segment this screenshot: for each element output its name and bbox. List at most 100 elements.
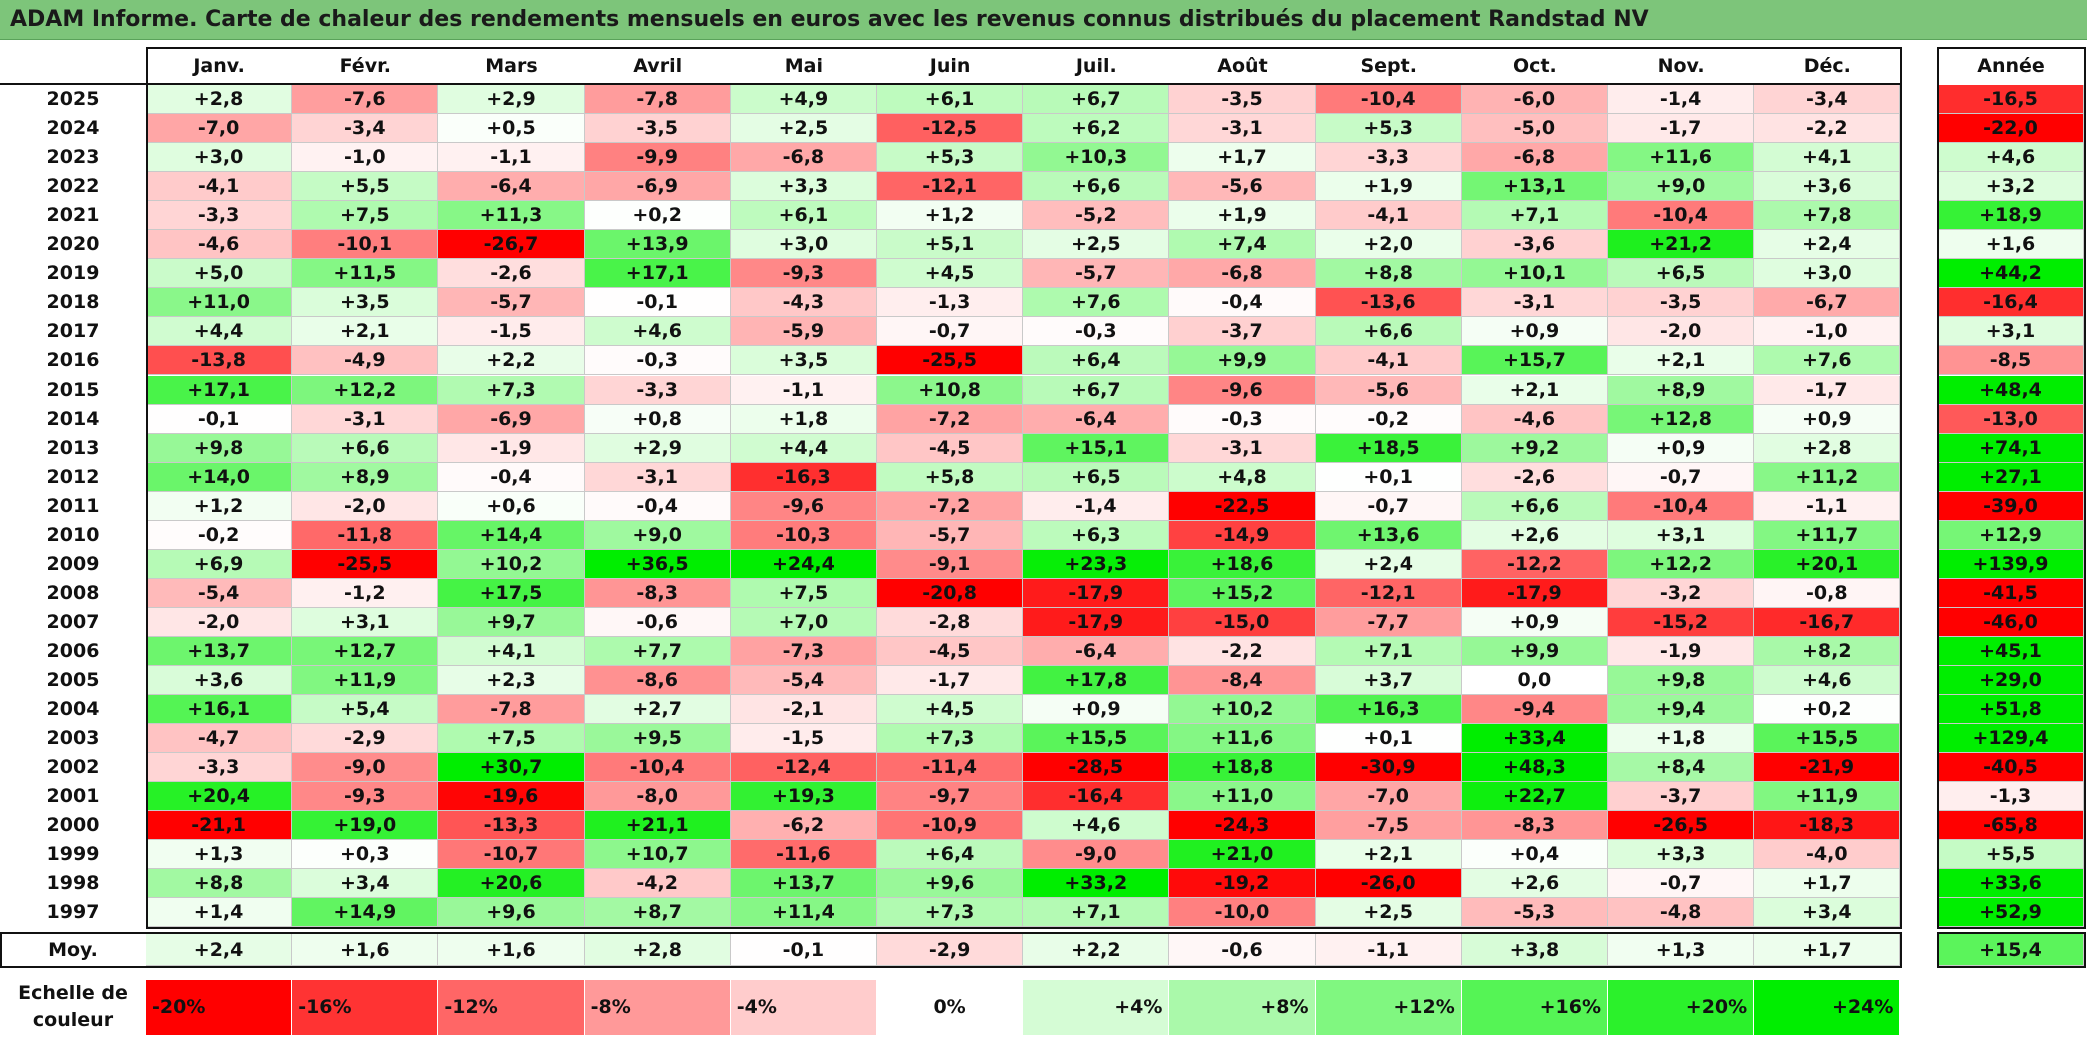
heatmap-cell: +0,5	[438, 114, 585, 144]
heatmap-cell: -3,1	[584, 462, 731, 492]
heatmap-cell: -1,1	[438, 143, 585, 173]
heatmap-cell: +3,4	[1754, 898, 1901, 928]
heatmap-cell: +1,8	[1608, 724, 1755, 754]
heatmap-cell: +3,0	[1754, 259, 1901, 289]
month-header: Juil.	[1023, 48, 1170, 84]
heatmap-cell: -7,8	[584, 85, 731, 115]
heatmap-cell: +7,0	[730, 607, 877, 637]
heatmap-cell: -9,1	[877, 549, 1024, 579]
legend-swatch: +4%	[1023, 980, 1170, 1035]
heatmap-cell: -0,1	[146, 404, 293, 434]
year-label: 2010	[0, 520, 146, 550]
heatmap-cell: -13,3	[438, 811, 585, 841]
heatmap-cell: -5,2	[1023, 201, 1170, 231]
heatmap-cell: +2,5	[730, 114, 877, 144]
heatmap-cell: +13,7	[146, 636, 293, 666]
heatmap-cell: -0,4	[438, 462, 585, 492]
heatmap-cell: -10,3	[730, 520, 877, 550]
heatmap-cell: +8,8	[1315, 259, 1462, 289]
heatmap-cell: -15,2	[1608, 607, 1755, 637]
heatmap-cell: +15,7	[1461, 346, 1608, 376]
heatmap-cell: -26,7	[438, 230, 585, 260]
heatmap-cell: -8,4	[1169, 666, 1316, 696]
heatmap-cell: -6,7	[1754, 288, 1901, 318]
heatmap-cell: -1,2	[292, 578, 439, 608]
heatmap-cell: -30,9	[1315, 753, 1462, 783]
average-cell: -1,1	[1315, 934, 1462, 966]
heatmap-cell: +16,3	[1315, 695, 1462, 725]
heatmap-cell: -4,5	[877, 636, 1024, 666]
heatmap-cell: -13,6	[1315, 288, 1462, 318]
heatmap-cell: +0,2	[584, 201, 731, 231]
heatmap-cell: +9,6	[877, 869, 1024, 899]
heatmap-cell: +2,6	[1461, 520, 1608, 550]
legend-swatch: -8%	[584, 980, 731, 1035]
heatmap-cell: -1,9	[1608, 636, 1755, 666]
heatmap-cell: -0,3	[1023, 317, 1170, 347]
heatmap-cell: +11,9	[292, 666, 439, 696]
heatmap-cell: +11,2	[1754, 462, 1901, 492]
heatmap-cell: -6,4	[438, 172, 585, 202]
heatmap-cell: -1,4	[1023, 491, 1170, 521]
heatmap-cell: +6,6	[292, 433, 439, 463]
heatmap-cell: +2,5	[1023, 230, 1170, 260]
year-label: 2017	[0, 317, 146, 347]
heatmap-cell: +13,9	[584, 230, 731, 260]
heatmap-cell: -3,3	[146, 753, 293, 783]
year-total-cell: -39,0	[1938, 491, 2084, 521]
heatmap-cell: -2,1	[730, 695, 877, 725]
heatmap-cell: +1,3	[146, 840, 293, 870]
heatmap-cell: -5,9	[730, 317, 877, 347]
heatmap-cell: +6,5	[1608, 259, 1755, 289]
heatmap-cell: +17,8	[1023, 666, 1170, 696]
heatmap-cell: -11,4	[877, 753, 1024, 783]
year-label: 2025	[0, 85, 146, 115]
heatmap-cell: +30,7	[438, 753, 585, 783]
year-total-cell: -22,0	[1938, 114, 2084, 144]
year-total-cell: -1,3	[1938, 782, 2084, 812]
average-total-cell: +15,4	[1938, 934, 2084, 966]
average-cell: -0,1	[730, 934, 877, 966]
legend-swatch: +12%	[1315, 980, 1462, 1035]
average-cell: -0,6	[1169, 934, 1316, 966]
heatmap-cell: -5,3	[1461, 898, 1608, 928]
heatmap-cell: -8,6	[584, 666, 731, 696]
heatmap-cell: -5,6	[1315, 375, 1462, 405]
year-total-cell: -41,5	[1938, 578, 2084, 608]
heatmap-cell: +1,8	[730, 404, 877, 434]
heatmap-cell: -8,0	[584, 782, 731, 812]
year-total-cell: -40,5	[1938, 753, 2084, 783]
heatmap-cell: -1,0	[292, 143, 439, 173]
heatmap-cell: +6,9	[146, 549, 293, 579]
heatmap-cell: +3,1	[1608, 520, 1755, 550]
heatmap-cell: +9,6	[438, 898, 585, 928]
heatmap-cell: -3,5	[1608, 288, 1755, 318]
heatmap-cell: +3,3	[730, 172, 877, 202]
average-cell: +1,6	[438, 934, 585, 966]
header-separator	[0, 83, 1903, 85]
heatmap-cell: +9,5	[584, 724, 731, 754]
year-label: 2005	[0, 666, 146, 696]
heatmap-cell: -0,7	[1315, 491, 1462, 521]
heatmap-cell: +10,1	[1461, 259, 1608, 289]
heatmap-cell: -4,1	[1315, 346, 1462, 376]
heatmap-cell: -4,1	[146, 172, 293, 202]
heatmap-cell: -5,7	[1023, 259, 1170, 289]
heatmap-cell: -6,8	[730, 143, 877, 173]
heatmap-cell: +7,6	[1754, 346, 1901, 376]
heatmap-cell: +5,3	[1315, 114, 1462, 144]
heatmap-cell: -19,2	[1169, 869, 1316, 899]
heatmap-cell: +10,2	[1169, 695, 1316, 725]
average-cell: -2,9	[877, 934, 1024, 966]
heatmap-cell: +6,7	[1023, 375, 1170, 405]
heatmap-cell: -10,4	[1608, 201, 1755, 231]
heatmap-cell: +16,1	[146, 695, 293, 725]
heatmap-cell: +15,1	[1023, 433, 1170, 463]
heatmap-cell: -7,5	[1315, 811, 1462, 841]
heatmap-cell: +11,9	[1754, 782, 1901, 812]
heatmap-cell: +5,0	[146, 259, 293, 289]
year-total-cell: -16,5	[1938, 85, 2084, 115]
year-label: 2024	[0, 114, 146, 144]
heatmap-cell: -26,0	[1315, 869, 1462, 899]
legend-label-line2: couleur	[32, 1009, 114, 1031]
